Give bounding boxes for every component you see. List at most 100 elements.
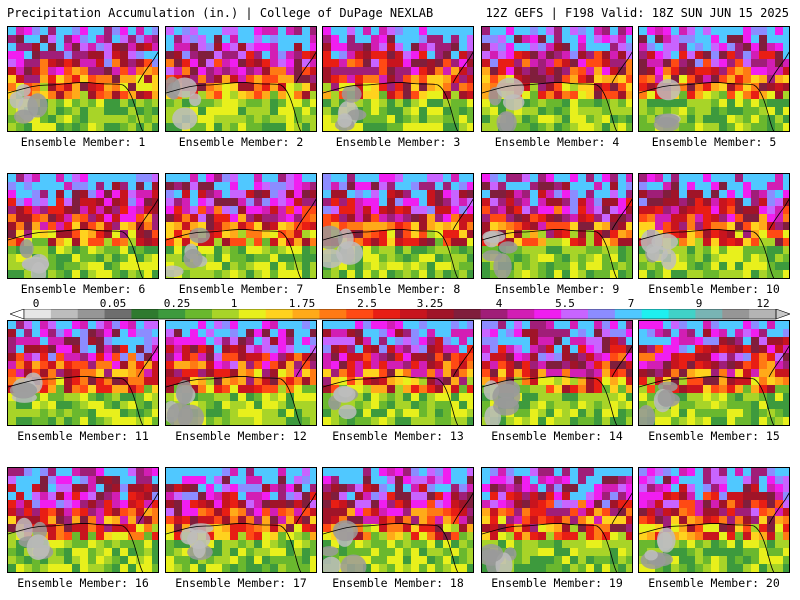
colorbar-swatch: [77, 309, 106, 319]
colorbar-swatch: [50, 309, 79, 319]
colorbar-swatch: [238, 309, 267, 319]
ensemble-member-label: Ensemble Member: 11: [17, 429, 149, 443]
colorbar-swatch: [480, 309, 508, 319]
colorbar-tick-label: 12: [756, 297, 770, 310]
precip-map: [639, 468, 789, 572]
ensemble-member-label: Ensemble Member: 3: [335, 135, 461, 149]
colorbar-tick-label: 0.25: [163, 297, 191, 310]
ensemble-panel-18: [322, 467, 474, 573]
ensemble-panel-3: [322, 26, 474, 132]
colorbar-tick-label: 0: [32, 297, 40, 310]
ensemble-panel-17: [165, 467, 317, 573]
colorbar-swatch: [373, 309, 401, 319]
ensemble-panel-5: [638, 26, 790, 132]
ensemble-member-label: Ensemble Member: 4: [494, 135, 620, 149]
ensemble-panel-13: [322, 320, 474, 426]
colorbar-tick-label: 2.5: [357, 297, 377, 310]
ensemble-member-label: Ensemble Member: 16: [17, 576, 149, 590]
precip-map: [639, 321, 789, 425]
colorbar-tick-label: 4: [495, 297, 503, 310]
colorbar-tick-label: 1.75: [288, 297, 316, 310]
precip-map: [323, 27, 473, 131]
precip-map: [323, 174, 473, 278]
precip-map: [8, 468, 158, 572]
ensemble-member-label: Ensemble Member: 2: [178, 135, 304, 149]
ensemble-member-label: Ensemble Member: 15: [648, 429, 780, 443]
precip-map: [166, 468, 316, 572]
ensemble-member-label: Ensemble Member: 5: [651, 135, 777, 149]
ensemble-member-label: Ensemble Member: 17: [175, 576, 307, 590]
ensemble-member-label: Ensemble Member: 8: [335, 282, 461, 296]
precip-map: [482, 321, 632, 425]
ensemble-panel-7: [165, 173, 317, 279]
ensemble-panel-1: [7, 26, 159, 132]
colorbar-swatch: [158, 309, 186, 319]
ensemble-panel-9: [481, 173, 633, 279]
ensemble-panel-20: [638, 467, 790, 573]
ensemble-panel-12: [165, 320, 317, 426]
precip-map: [323, 321, 473, 425]
ensemble-member-label: Ensemble Member: 20: [648, 576, 780, 590]
ensemble-panel-2: [165, 26, 317, 132]
colorbar-swatch: [722, 309, 750, 319]
precip-map: [166, 27, 316, 131]
ensemble-member-label: Ensemble Member: 18: [332, 576, 464, 590]
ensemble-member-label: Ensemble Member: 12: [175, 429, 307, 443]
precip-map: [639, 27, 789, 131]
ensemble-panel-10: [638, 173, 790, 279]
precip-map: [8, 27, 158, 131]
colorbar-swatch: [212, 309, 240, 319]
colorbar-tick-label: 0.05: [99, 297, 127, 310]
colorbar-tick-label: 5.5: [555, 297, 575, 310]
ensemble-panel-19: [481, 467, 633, 573]
colorbar-tick-label: 9: [695, 297, 703, 310]
colorbar-swatch: [185, 309, 213, 319]
precip-map: [482, 174, 632, 278]
ensemble-member-label: Ensemble Member: 13: [332, 429, 464, 443]
colorbar-swatch: [265, 309, 294, 319]
colorbar-scale: [10, 309, 790, 320]
ensemble-member-label: Ensemble Member: 7: [178, 282, 304, 296]
ensemble-member-label: Ensemble Member: 19: [491, 576, 623, 590]
ensemble-member-label: Ensemble Member: 14: [491, 429, 623, 443]
colorbar-swatch: [614, 309, 643, 319]
colorbar-swatch: [695, 309, 723, 319]
colorbar-swatch: [400, 309, 428, 319]
ensemble-panel-6: [7, 173, 159, 279]
colorbar-swatch: [319, 309, 347, 319]
chart-title: Precipitation Accumulation (in.) | Colle…: [7, 6, 434, 20]
precip-map: [482, 27, 632, 131]
colorbar-swatch: [534, 309, 562, 319]
colorbar-swatch: [131, 309, 159, 319]
colorbar-swatch: [588, 309, 616, 319]
colorbar-swatch: [749, 309, 777, 319]
colorbar-tick-label: 3.25: [416, 297, 444, 310]
run-valid-time: 12Z GEFS | F198 Valid: 18Z SUN JUN 15 20…: [485, 6, 789, 20]
ensemble-panel-11: [7, 320, 159, 426]
precip-map: [166, 174, 316, 278]
ensemble-member-label: Ensemble Member: 10: [648, 282, 780, 296]
precip-map: [482, 468, 632, 572]
precip-map: [8, 321, 158, 425]
ensemble-member-label: Ensemble Member: 6: [20, 282, 146, 296]
ensemble-member-label: Ensemble Member: 1: [20, 135, 146, 149]
colorbar-swatch: [668, 309, 696, 319]
ensemble-panel-8: [322, 173, 474, 279]
colorbar-swatch: [453, 309, 482, 319]
colorbar-tick-label: 1: [230, 297, 238, 310]
colorbar-swatch: [346, 309, 374, 319]
colorbar-swatch: [507, 309, 535, 319]
colorbar-swatch: [292, 309, 320, 319]
colorbar-swatch: [426, 309, 455, 319]
colorbar-swatch: [561, 309, 589, 319]
precip-map: [639, 174, 789, 278]
ensemble-panel-15: [638, 320, 790, 426]
ensemble-member-label: Ensemble Member: 9: [494, 282, 620, 296]
ensemble-panel-16: [7, 467, 159, 573]
colorbar: 0 0.05 0.25 1 1.75 2.5 3.25 4 5.5 7 9 12: [10, 297, 790, 321]
ensemble-panel-4: [481, 26, 633, 132]
precip-map: [166, 321, 316, 425]
ensemble-panel-14: [481, 320, 633, 426]
precip-map: [8, 174, 158, 278]
colorbar-swatch: [641, 309, 670, 319]
